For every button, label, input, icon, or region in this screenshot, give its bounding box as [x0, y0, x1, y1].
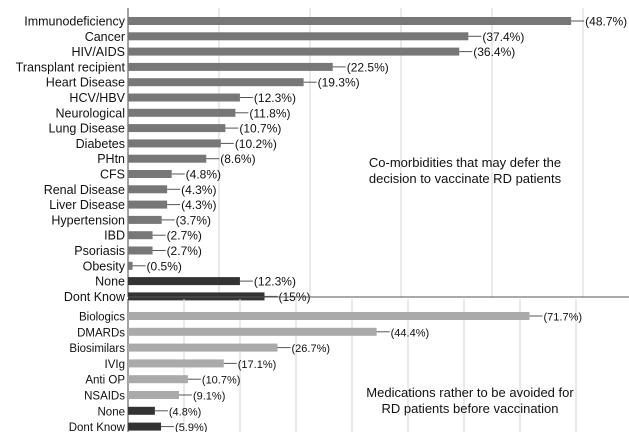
comorbidities-bar-hiv-aids [128, 47, 460, 56]
comorbidities-value-label-none: (12.3%) [254, 275, 296, 289]
comorbidities-value-label-cfs: (4.8%) [186, 168, 221, 182]
medications-category-label-anti-op: Anti OP [85, 375, 125, 387]
medications-bar-dmards [128, 327, 377, 336]
comorbidities-category-label-renal-disease: Renal Disease [44, 183, 125, 197]
comorbidities-category-label-neurological: Neurological [56, 106, 125, 120]
comorbidities-category-label-diabetes: Diabetes [76, 137, 125, 151]
comorbidities-category-label-heart-disease: Heart Disease [46, 76, 125, 90]
comorbidities-value-label-immunodeficiency: (48.7%) [585, 15, 627, 29]
medications-value-label-dmards: (44.4%) [391, 327, 430, 339]
comorbidities-value-label-diabetes: (10.2%) [235, 137, 277, 151]
medications-bar-biologics [128, 312, 530, 320]
comorbidities-value-label-lung-disease: (10.7%) [239, 122, 281, 136]
medications-value-label-biosimilars: (26.7%) [292, 343, 331, 355]
medications-category-label-dmards: DMARDs [77, 327, 125, 339]
medications-bar-anti-op [128, 375, 188, 384]
medications-category-label-ivig: IVIg [105, 359, 125, 371]
comorbidities-category-label-transplant-recipient: Transplant recipient [16, 60, 126, 74]
medications-value-label-dont-know: (5.9%) [175, 422, 207, 432]
comorbidities-bar-hypertension [128, 215, 162, 224]
medications-value-label-anti-op: (10.7%) [202, 375, 241, 387]
comorbidities-bar-psoriasis [128, 246, 153, 255]
comorbidities-bar-phtn [128, 154, 207, 163]
comorbidities-bar-cancer [128, 32, 469, 41]
comorbidities-value-label-hypertension: (3.7%) [176, 213, 211, 227]
medications-bar-ivig [128, 359, 224, 368]
comorbidities-category-label-hypertension: Hypertension [51, 213, 125, 227]
comorbidities-annotation-line-1: Co-morbidities that may defer the [369, 155, 561, 170]
medications-bar-none [128, 406, 155, 415]
comorbidities-category-label-hiv-aids: HIV/AIDS [72, 45, 126, 59]
comorbidities-value-label-heart-disease: (19.3%) [318, 76, 360, 90]
comorbidities-bar-obesity [128, 261, 133, 270]
medications-annotation-line-1: Medications rather to be avoided for [366, 385, 574, 400]
comorbidities-category-label-liver-disease: Liver Disease [49, 198, 125, 212]
comorbidities-bar-diabetes [128, 139, 221, 148]
comorbidities-bar-dont-know [128, 292, 265, 301]
comorbidities-value-label-psoriasis: (2.7%) [167, 244, 202, 258]
comorbidities-category-label-dont-know: Dont Know [64, 290, 126, 304]
comorbidities-bar-hcv-hbv [128, 93, 240, 102]
comorbidities-bar-renal-disease [128, 185, 168, 194]
comorbidities-category-label-psoriasis: Psoriasis [74, 244, 125, 258]
medications-annotation-line-2: RD patients before vaccination [381, 401, 558, 416]
comorbidities-bar-transplant-recipient [128, 62, 333, 71]
medications-value-label-none: (4.8%) [169, 406, 201, 418]
comorbidities-bar-heart-disease [128, 78, 304, 87]
comorbidities-value-label-obesity: (0.5%) [147, 259, 182, 273]
comorbidities-value-label-transplant-recipient: (22.5%) [347, 60, 389, 74]
medications-bar-nsaids [128, 391, 179, 399]
comorbidities-bar-neurological [128, 108, 236, 117]
medications-category-label-nsaids: NSAIDs [84, 391, 125, 403]
comorbidities-category-label-phtn: PHtn [97, 152, 125, 166]
comorbidities-value-label-liver-disease: (4.3%) [181, 198, 216, 212]
medications-bar-dont-know [128, 422, 162, 431]
medications-category-label-dont-know: Dont Know [69, 422, 126, 432]
medications-category-label-biologics: Biologics [79, 312, 125, 324]
comorbidities-value-label-neurological: (11.8%) [249, 106, 290, 120]
medications-value-label-nsaids: (9.1%) [193, 391, 225, 403]
comorbidities-bar-immunodeficiency [128, 17, 572, 25]
comorbidities-value-label-hcv-hbv: (12.3%) [254, 91, 296, 105]
comorbidities-panel: Immunodeficiency (48.7%) Cancer (37.4%) HIV/… [16, 8, 627, 304]
comorbidities-bar-none [128, 277, 240, 286]
comorbidities-value-label-phtn: (8.6%) [220, 152, 255, 166]
comorbidities-bar-cfs [128, 170, 172, 178]
comorbidities-category-label-ibd: IBD [104, 229, 125, 243]
comorbidities-category-label-hcv-hbv: HCV/HBV [69, 91, 125, 105]
medications-category-label-none: None [98, 406, 126, 418]
comorbidities-category-label-none: None [95, 275, 125, 289]
comorbidities-category-label-immunodeficiency: Immunodeficiency [24, 15, 125, 29]
comorbidities-category-label-cfs: CFS [100, 168, 125, 182]
comorbidities-category-label-lung-disease: Lung Disease [49, 122, 125, 136]
medications-panel: Biologics (71.7%) DMARDs (44.4%) Biosimilars… [69, 299, 582, 432]
comorbidities-value-label-cancer: (37.4%) [482, 30, 524, 44]
comorbidities-bar-lung-disease [128, 124, 226, 133]
medications-value-label-ivig: (17.1%) [238, 359, 277, 371]
comorbidities-bar-ibd [128, 231, 153, 240]
comorbidities-annotation-line-2: decision to vaccinate RD patients [369, 171, 562, 186]
medications-bar-biosimilars [128, 343, 278, 352]
comorbidities-bar-liver-disease [128, 200, 168, 209]
comorbidities-value-label-renal-disease: (4.3%) [181, 183, 216, 197]
medications-category-label-biosimilars: Biosimilars [69, 343, 125, 355]
comorbidities-value-label-ibd: (2.7%) [167, 229, 202, 243]
medications-value-label-biologics: (71.7%) [544, 312, 583, 324]
comorbidities-category-label-obesity: Obesity [83, 259, 126, 273]
comorbidities-value-label-hiv-aids: (36.4%) [473, 45, 515, 59]
comorbidities-category-label-cancer: Cancer [85, 30, 125, 44]
